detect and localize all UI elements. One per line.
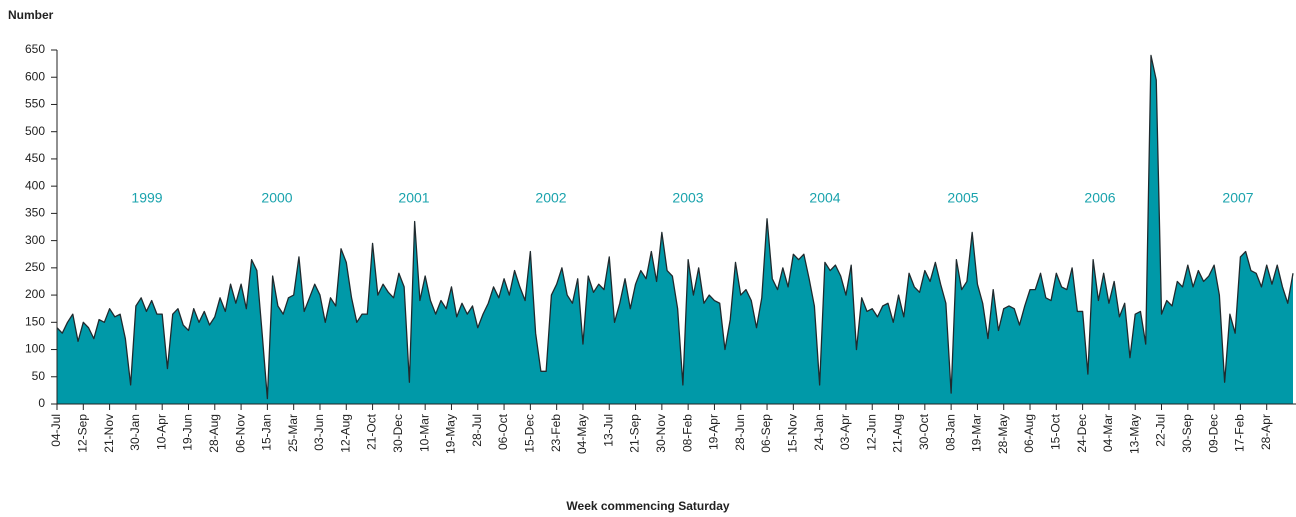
x-tick-label: 13-May — [1127, 414, 1141, 454]
x-tick-label: 30-Nov — [654, 414, 668, 453]
y-tick-label: 250 — [25, 260, 45, 274]
y-tick-label: 450 — [25, 151, 45, 165]
x-tick-label: 19-Mar — [970, 414, 984, 452]
x-tick-label: 22-Jul — [1154, 414, 1168, 447]
x-tick-label: 08-Feb — [680, 414, 694, 452]
x-tick-label: 19-May — [444, 414, 458, 454]
y-tick-label: 650 — [25, 42, 45, 56]
x-tick-label: 06-Oct — [496, 413, 510, 450]
year-annotation: 2007 — [1222, 190, 1253, 206]
y-tick-label: 350 — [25, 206, 45, 220]
y-tick-label: 100 — [25, 342, 45, 356]
x-tick-label: 03-Apr — [838, 414, 852, 450]
x-tick-label: 03-Jun — [312, 414, 326, 451]
year-annotation: 2005 — [947, 190, 978, 206]
x-tick-label: 28-May — [996, 414, 1010, 454]
x-tick-label: 17-Feb — [1233, 414, 1247, 452]
x-tick-label: 15-Nov — [786, 414, 800, 453]
x-tick-label: 15-Dec — [523, 414, 537, 453]
x-tick-label: 21-Oct — [365, 413, 379, 450]
y-tick-label: 400 — [25, 178, 45, 192]
area-outline — [56, 54, 1294, 400]
x-tick-label: 10-Mar — [417, 414, 431, 452]
x-tick-label: 13-Jul — [601, 414, 615, 447]
x-tick-label: 12-Jun — [864, 414, 878, 451]
year-annotation: 2000 — [261, 190, 292, 206]
y-tick-label: 200 — [25, 287, 45, 301]
x-tick-label: 09-Dec — [1206, 414, 1220, 453]
year-annotation: 2001 — [398, 190, 429, 206]
x-tick-label: 04-May — [575, 414, 589, 454]
y-tick-label: 150 — [25, 314, 45, 328]
x-tick-label: 28-Jul — [470, 414, 484, 447]
chart-title: Number — [8, 8, 54, 22]
x-tick-label: 28-Jun — [733, 414, 747, 451]
x-tick-label: 12-Aug — [338, 414, 352, 453]
area — [57, 55, 1293, 404]
x-tick-label: 21-Aug — [891, 414, 905, 453]
x-tick-label: 06-Aug — [1022, 414, 1036, 453]
x-tick-label: 28-Apr — [1259, 414, 1273, 450]
x-tick-label: 30-Jan — [128, 414, 142, 451]
x-axis-label: Week commencing Saturday — [566, 499, 729, 513]
x-tick-label: 06-Nov — [233, 414, 247, 453]
y-tick-label: 550 — [25, 97, 45, 111]
year-annotation: 1999 — [131, 190, 162, 206]
x-tick-label: 15-Oct — [1048, 413, 1062, 450]
x-tick-label: 30-Dec — [391, 414, 405, 453]
x-tick-label: 08-Jan — [943, 414, 957, 451]
x-tick-label: 24-Jan — [812, 414, 826, 451]
x-tick-label: 10-Apr — [154, 414, 168, 450]
x-tick-label: 12-Sep — [75, 414, 89, 453]
y-tick-label: 50 — [32, 369, 46, 383]
year-annotation: 2004 — [809, 190, 840, 206]
x-tick-label: 25-Mar — [286, 414, 300, 452]
year-annotation: 2003 — [672, 190, 703, 206]
x-tick-label: 21-Nov — [102, 414, 116, 453]
x-tick-label: 19-Jun — [181, 414, 195, 451]
y-tick-label: 300 — [25, 233, 45, 247]
x-tick-label: 23-Feb — [549, 414, 563, 452]
y-tick-label: 0 — [38, 396, 45, 410]
x-tick-label: 30-Oct — [917, 413, 931, 450]
x-tick-label: 30-Sep — [1180, 414, 1194, 453]
x-tick-label: 15-Jan — [260, 414, 274, 451]
y-tick-label: 500 — [25, 124, 45, 138]
x-tick-label: 06-Sep — [759, 414, 773, 453]
year-annotation: 2006 — [1084, 190, 1115, 206]
year-annotation: 2002 — [535, 190, 566, 206]
x-tick-label: 24-Dec — [1075, 414, 1089, 453]
x-tick-label: 04-Jul — [49, 414, 63, 447]
x-tick-label: 19-Apr — [707, 414, 721, 450]
y-tick-label: 600 — [25, 69, 45, 83]
x-tick-label: 21-Sep — [628, 414, 642, 453]
x-tick-label: 28-Aug — [207, 414, 221, 453]
x-tick-label: 04-Mar — [1101, 414, 1115, 452]
